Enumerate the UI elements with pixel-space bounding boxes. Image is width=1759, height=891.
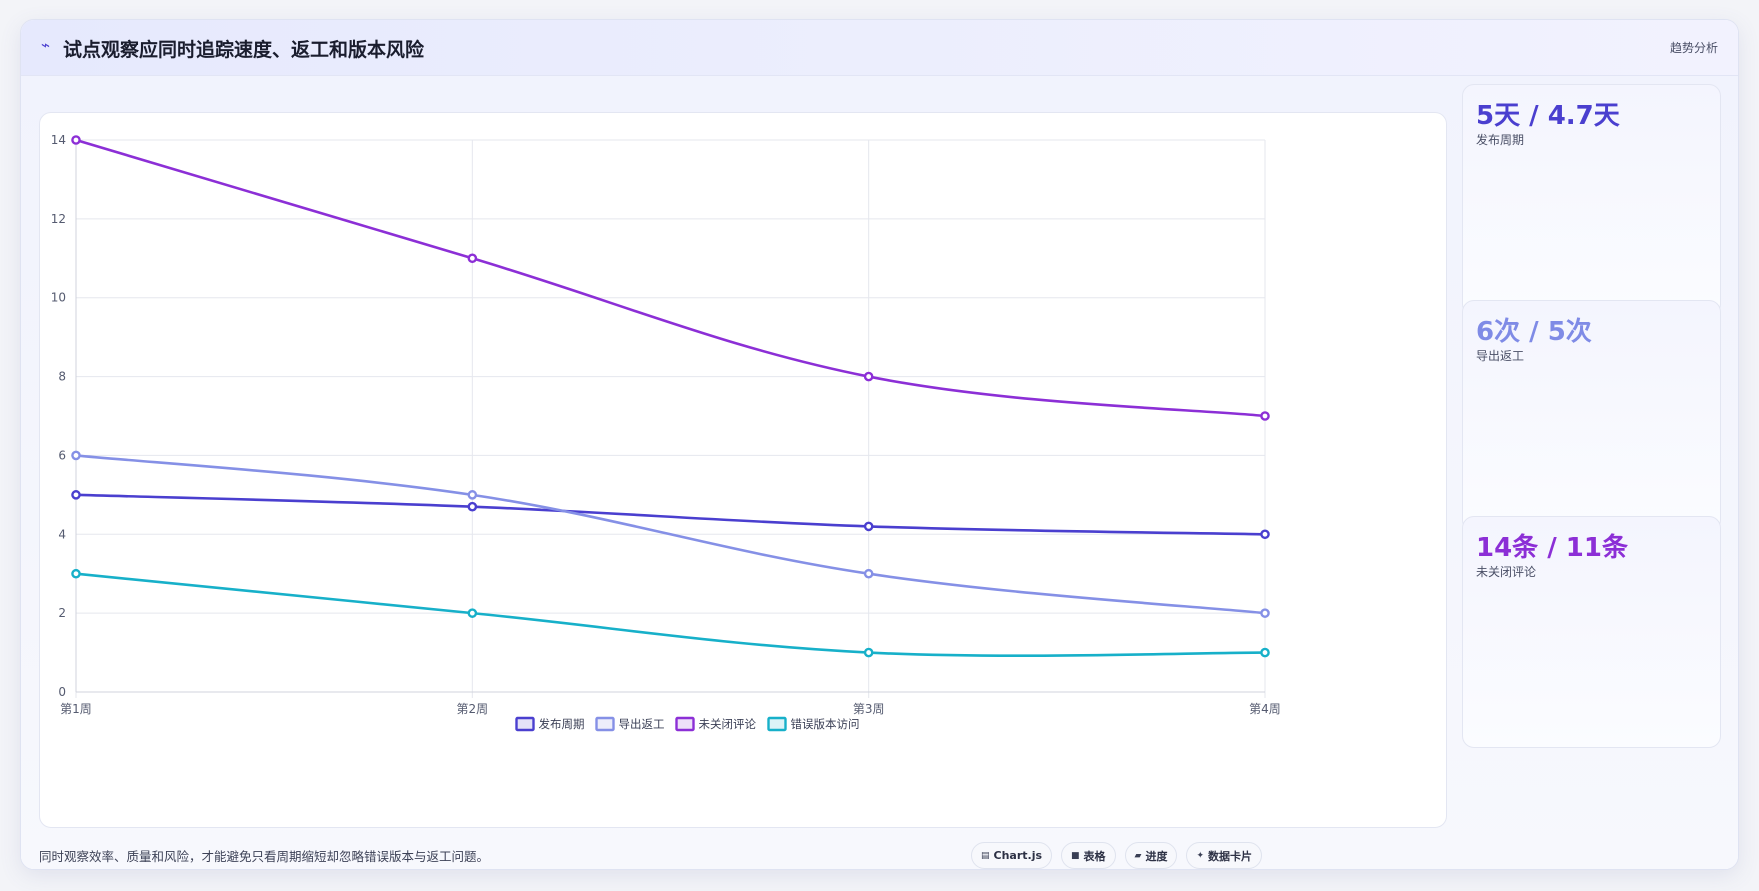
progress-icon: ▰	[1134, 850, 1142, 861]
data-point	[863, 371, 874, 382]
legend-label: 导出返工	[619, 717, 665, 731]
legend-label: 发布周期	[539, 717, 585, 731]
kpi-value: 14条 / 11条	[1476, 533, 1628, 563]
line-chart-panel: 0 2 4 6 8 10 12 14 第1周 第2周 第3周 第4周发布周期 导出返工 未关闭评论 错误版本…	[39, 112, 1447, 828]
data-point	[71, 568, 81, 579]
legend-swatch	[767, 716, 787, 732]
x-tick-label: 第4周	[1249, 702, 1281, 716]
data-point	[1260, 647, 1270, 658]
chip-data-card[interactable]: ✦ 数据卡片	[1186, 842, 1263, 869]
data-point	[1260, 411, 1270, 421]
legend-label: 错误版本访问	[791, 717, 860, 731]
legend-swatch	[595, 716, 615, 732]
card-title: 试点观察应同时追踪速度、返工和版本风险	[63, 39, 425, 61]
table-icon: ■	[1071, 850, 1080, 861]
kpi-label: 导出返工	[1476, 349, 1525, 363]
data-point	[71, 450, 81, 461]
kpi-card-release-cycle: 5天 / 4.7天 发布周期	[1462, 84, 1721, 316]
kpi-label: 发布周期	[1476, 133, 1525, 147]
data-point	[1260, 529, 1270, 540]
kpi-value: 6次 / 5次	[1476, 317, 1592, 347]
series-line	[75, 572, 1266, 658]
data-point	[467, 608, 478, 618]
card-icon: ✦	[1196, 850, 1205, 861]
y-tick-label: 10	[51, 291, 66, 305]
kpi-value: 5天 / 4.7天	[1476, 101, 1620, 131]
legend-label: 未关闭评论	[699, 717, 757, 731]
kpi-card-export-rework: 6次 / 5次 导出返工	[1462, 300, 1721, 532]
data-point	[863, 521, 874, 532]
data-point	[467, 490, 478, 500]
kpi-label: 未关闭评论	[1476, 565, 1537, 579]
y-tick-label: 0	[58, 685, 66, 699]
data-point	[467, 253, 478, 264]
chip-label: 数据卡片	[1208, 849, 1253, 863]
legend-swatch	[515, 716, 535, 732]
data-point	[71, 490, 81, 500]
chip-table[interactable]: ■ 表格	[1061, 842, 1116, 869]
trend-card: ⌁ 试点观察应同时追踪速度、返工和版本风险 趋势分析 0 2 4 6 8 10 12 14 第1…	[20, 19, 1739, 870]
card-header: ⌁ 试点观察应同时追踪速度、返工和版本风险 趋势分析	[21, 20, 1738, 76]
y-tick-label: 4	[58, 527, 66, 541]
data-point	[467, 501, 478, 512]
chip-row: ▤ Chart.js ■ 表格 ▰ 进度 ✦ 数据卡片	[971, 842, 1263, 869]
chip-label: Chart.js	[993, 849, 1043, 862]
data-point	[863, 568, 874, 579]
y-tick-label: 12	[51, 212, 66, 226]
chip-label: 表格	[1083, 849, 1106, 863]
y-tick-label: 8	[58, 370, 66, 384]
legend-swatch	[675, 716, 695, 732]
x-tick-label: 第2周	[457, 702, 489, 716]
x-tick-label: 第1周	[60, 702, 92, 716]
series-line	[75, 138, 1266, 418]
y-tick-label: 14	[51, 133, 66, 147]
y-tick-label: 6	[58, 448, 66, 462]
chip-progress[interactable]: ▰ 进度	[1124, 842, 1178, 869]
card-body: 0 2 4 6 8 10 12 14 第1周 第2周 第3周 第4周 发布周期 导出返工 未关闭评论 错误版本…	[21, 76, 1738, 869]
trend-analysis-label: 趋势分析	[1669, 41, 1718, 55]
series-line	[75, 493, 1266, 536]
x-tick-label: 第3周	[853, 702, 885, 716]
chip-label: 进度	[1145, 849, 1168, 863]
chip-chartjs[interactable]: ▤ Chart.js	[971, 842, 1053, 869]
footnote: 同时观察效率、质量和风险，才能避免只看周期缩短却忽略错误版本与返工问题。	[39, 849, 490, 864]
trend-icon: ⌁	[41, 36, 51, 54]
data-point	[1260, 608, 1270, 618]
y-tick-label: 2	[58, 606, 66, 620]
chart-icon: ▤	[981, 850, 990, 861]
series-line	[75, 454, 1266, 615]
kpi-card-open-comments: 14条 / 11条 未关闭评论	[1462, 516, 1721, 748]
data-point	[71, 135, 81, 145]
data-point	[863, 647, 874, 658]
